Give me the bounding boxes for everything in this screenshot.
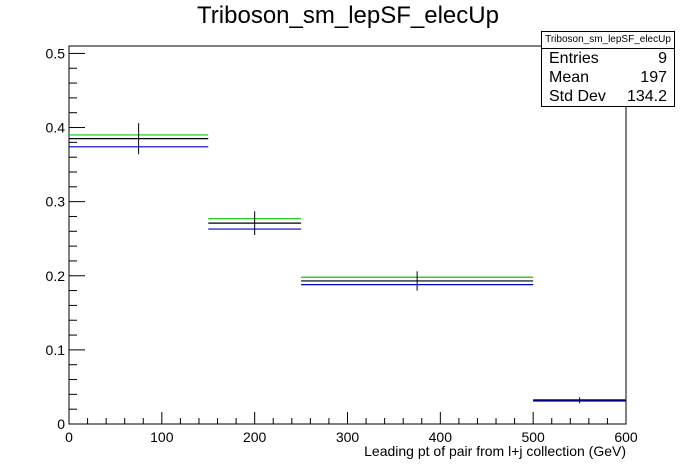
x-tick-label: 400	[429, 429, 453, 445]
stats-row-mean: Mean 197	[542, 68, 674, 87]
stats-box: Triboson_sm_lepSF_elecUp Entries 9 Mean …	[541, 31, 675, 107]
x-axis-label: Leading pt of pair from l+j collection (…	[364, 443, 626, 459]
x-tick-label: 500	[521, 429, 545, 445]
stats-row-stddev: Std Dev 134.2	[542, 87, 674, 106]
y-tick-label: 0.3	[46, 194, 66, 210]
x-tick-label: 100	[150, 429, 174, 445]
x-tick-label: 200	[243, 429, 267, 445]
x-tick-label: 600	[614, 429, 638, 445]
stats-label: Entries	[549, 50, 599, 67]
stats-value: 9	[658, 50, 667, 67]
stats-value: 197	[640, 69, 667, 86]
stats-box-title: Triboson_sm_lepSF_elecUp	[542, 32, 674, 49]
y-tick-label: 0.2	[46, 268, 66, 284]
y-tick-label: 0	[57, 416, 65, 432]
stats-value: 134.2	[626, 88, 667, 105]
stats-label: Std Dev	[549, 88, 606, 105]
y-tick-label: 0.1	[46, 342, 66, 358]
y-tick-label: 0.4	[46, 120, 66, 136]
y-tick-label: 0.5	[46, 45, 66, 61]
stats-label: Mean	[549, 69, 590, 86]
chart-title: Triboson_sm_lepSF_elecUp	[197, 2, 499, 29]
x-tick-label: 300	[336, 429, 360, 445]
x-tick-label: 0	[65, 429, 73, 445]
stats-row-entries: Entries 9	[542, 49, 674, 68]
